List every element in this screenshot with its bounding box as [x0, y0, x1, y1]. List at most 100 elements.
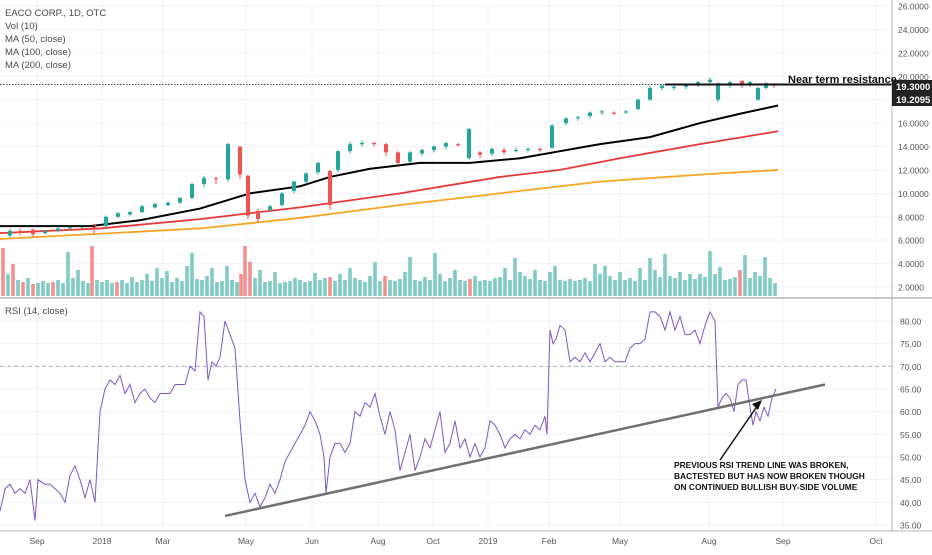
candle-body — [648, 87, 652, 100]
candle-body — [550, 125, 554, 148]
volume-bar — [303, 282, 307, 296]
rsi-tick-label: 45.00 — [900, 475, 922, 485]
price-tick-label: 4.0000 — [898, 259, 924, 269]
volume-bar — [583, 278, 587, 296]
volume-bar — [258, 270, 262, 296]
volume-bar — [21, 282, 25, 296]
volume-bar — [668, 276, 672, 296]
volume-bar — [363, 282, 367, 296]
volume-bar — [538, 280, 542, 296]
time-tick-label: Feb — [542, 536, 557, 546]
time-tick-label: 2018 — [93, 536, 112, 546]
volume-bar — [81, 281, 85, 296]
volume-bar — [200, 280, 204, 296]
volume-bar — [90, 246, 94, 296]
time-tick-label: May — [238, 536, 255, 546]
volume-bar — [478, 281, 482, 296]
candle-body — [166, 202, 170, 206]
rsi-tick-label: 50.00 — [900, 453, 922, 463]
price-tick-label: 16.0000 — [898, 119, 929, 129]
volume-bar — [220, 281, 224, 296]
candle-body — [764, 83, 768, 88]
rsi-trend-line — [224, 383, 826, 518]
volume-bar — [463, 281, 467, 296]
candle-body — [384, 144, 388, 153]
volume-bar — [558, 280, 562, 296]
candle-body — [660, 85, 664, 88]
volume-bar — [115, 282, 119, 296]
candle-body — [128, 212, 132, 215]
price-tick-label: 12.0000 — [898, 165, 929, 175]
volume-bar — [243, 246, 247, 296]
price-tick-label: 22.0000 — [898, 48, 929, 58]
volume-bar — [140, 280, 144, 296]
candle-body — [716, 83, 720, 100]
volume-bar — [195, 279, 199, 296]
candle-body — [444, 142, 448, 147]
rsi-annotation-line-3: ON CONTINUED BULLISH BUY-SIDE VOLUME — [674, 482, 858, 492]
candle-body — [396, 152, 400, 163]
volume-bar — [155, 268, 159, 296]
volume-bar — [458, 280, 462, 296]
volume-bar — [190, 253, 194, 296]
candle-body — [292, 181, 296, 191]
volume-bar — [648, 258, 652, 296]
volume-bar — [1, 248, 5, 296]
resistance-annotation: Near term resistance — [788, 74, 897, 86]
volume-bar — [298, 280, 302, 296]
time-tick-label: Oct — [869, 536, 883, 546]
volume-bar — [758, 276, 762, 296]
volume-bar — [373, 262, 377, 296]
moving-average-line — [0, 130, 779, 235]
price-tick-label: 8.0000 — [898, 212, 924, 222]
candle-body — [140, 206, 144, 213]
rsi-tick-label: 40.00 — [900, 498, 922, 508]
volume-bar — [205, 276, 209, 296]
volume-bar — [568, 279, 572, 296]
price-tick-label: 26.0000 — [898, 2, 929, 12]
volume-bar — [408, 257, 412, 296]
volume-bar — [418, 281, 422, 296]
volume-bar — [180, 281, 184, 296]
candle-body — [190, 183, 194, 199]
candle-body — [238, 146, 242, 175]
rsi-tick-label: 55.00 — [900, 430, 922, 440]
volume-bar — [543, 281, 547, 296]
time-tick-label: Jun — [305, 536, 319, 546]
candle-body — [360, 142, 364, 145]
candle-body — [564, 118, 568, 124]
volume-bar — [563, 281, 567, 296]
candle-body — [696, 82, 700, 85]
volume-bar — [643, 280, 647, 296]
time-tick-label: Aug — [370, 536, 385, 546]
volume-bar — [145, 274, 149, 296]
volume-bar — [383, 276, 387, 296]
candle-body — [31, 229, 35, 235]
price-tick-label: 24.0000 — [898, 25, 929, 35]
rsi-annotation-line-1: PREVIOUS RSI TREND LINE WAS BROKEN, — [674, 460, 849, 470]
moving-average-line — [0, 104, 779, 228]
rsi-tick-label: 35.00 — [900, 521, 922, 531]
volume-bar — [638, 268, 642, 296]
volume-bar — [368, 276, 372, 296]
volume-bar — [160, 278, 164, 296]
candle-body — [8, 230, 12, 236]
volume-bar — [498, 277, 502, 296]
volume-bar — [76, 270, 80, 296]
volume-bar — [313, 273, 317, 296]
volume-bar — [66, 252, 70, 296]
volume-bar — [239, 274, 243, 296]
moving-averages — [0, 104, 779, 240]
volume-bar — [175, 278, 179, 296]
volume-bar — [185, 266, 189, 296]
candle-body — [226, 144, 230, 180]
candle-body — [684, 84, 688, 87]
chart-title: EACO CORP., 1D, OTC — [5, 8, 106, 19]
resistance-layer — [0, 83, 892, 228]
volume-bar — [703, 277, 707, 296]
volume-bar — [283, 282, 287, 296]
volume-bar — [36, 283, 40, 296]
volume-bar — [31, 284, 35, 296]
volume-bar — [438, 274, 442, 296]
